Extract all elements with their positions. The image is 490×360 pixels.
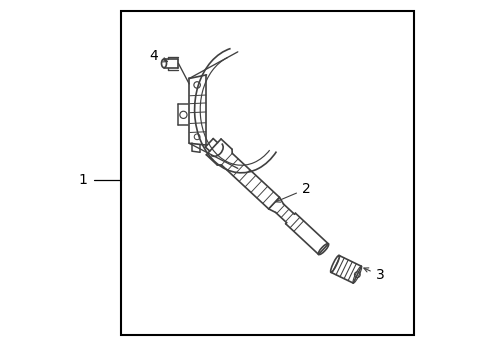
Text: 3: 3 xyxy=(364,268,384,282)
Text: 2: 2 xyxy=(276,182,311,202)
Bar xyxy=(121,11,414,335)
Text: 4: 4 xyxy=(149,49,168,63)
Text: 1: 1 xyxy=(78,173,87,187)
